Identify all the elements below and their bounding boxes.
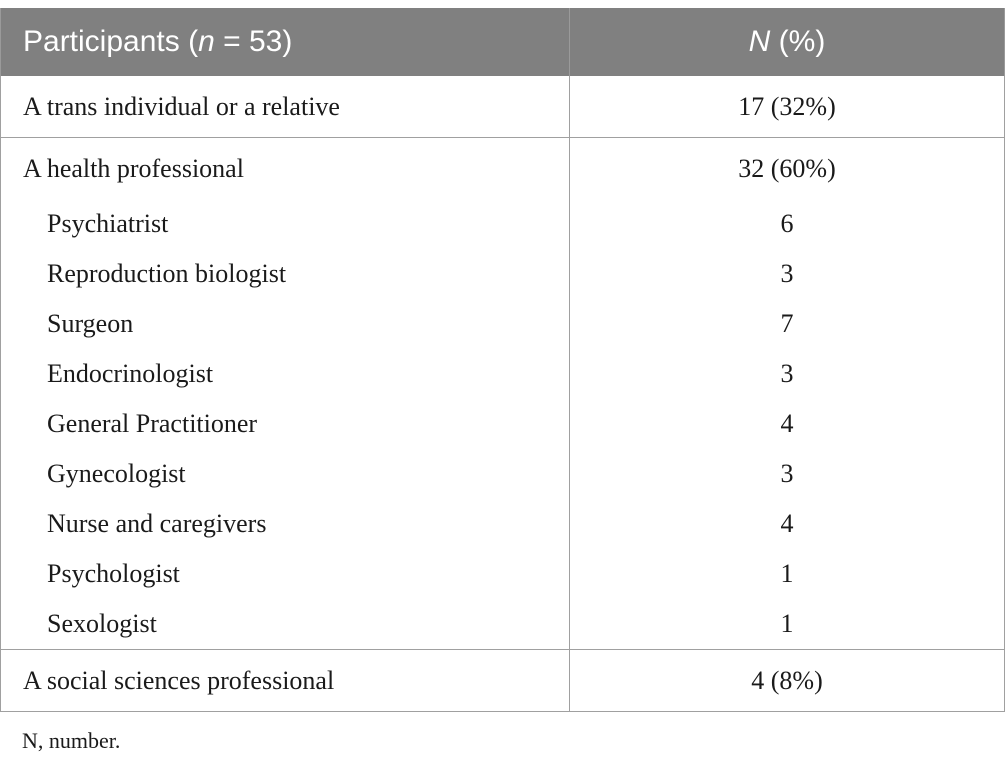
row-label: Surgeon bbox=[0, 299, 570, 349]
row-label: Psychiatrist bbox=[0, 199, 570, 249]
table-row: A social sciences professional 4 (8%) bbox=[0, 649, 1005, 712]
table-row: Endocrinologist 3 bbox=[0, 349, 1005, 399]
table-row: Reproduction biologist 3 bbox=[0, 249, 1005, 299]
row-value: 3 bbox=[569, 449, 1005, 499]
row-value: 1 bbox=[569, 549, 1005, 599]
row-label: Gynecologist bbox=[0, 449, 570, 499]
row-value: 4 bbox=[569, 399, 1005, 449]
header-participants: Participants (n = 53) bbox=[0, 8, 570, 76]
row-label: A social sciences professional bbox=[0, 649, 570, 712]
table-header-row: Participants (n = 53) N (%) bbox=[0, 8, 1005, 76]
table-row: Nurse and caregivers 4 bbox=[0, 499, 1005, 549]
table-row: Psychologist 1 bbox=[0, 549, 1005, 599]
table-row: Sexologist 1 bbox=[0, 599, 1005, 650]
table-row: A trans individual or a relative 17 (32%… bbox=[0, 76, 1005, 138]
table-row: Gynecologist 3 bbox=[0, 449, 1005, 499]
row-value: 6 bbox=[569, 199, 1005, 249]
row-label: General Practitioner bbox=[0, 399, 570, 449]
row-value: 32 (60%) bbox=[569, 137, 1005, 199]
row-value: 4 (8%) bbox=[569, 649, 1005, 712]
row-value: 17 (32%) bbox=[569, 76, 1005, 138]
row-value: 3 bbox=[569, 249, 1005, 299]
row-label: Reproduction biologist bbox=[0, 249, 570, 299]
table-row: A health professional 32 (60%) bbox=[0, 137, 1005, 199]
table-footnote: N, number. bbox=[22, 728, 121, 753]
table-row: Psychiatrist 6 bbox=[0, 199, 1005, 249]
row-label: Sexologist bbox=[0, 599, 570, 650]
row-value: 4 bbox=[569, 499, 1005, 549]
table-row: Surgeon 7 bbox=[0, 299, 1005, 349]
row-label: Psychologist bbox=[0, 549, 570, 599]
participants-table: Participants (n = 53) N (%) A trans indi… bbox=[0, 8, 1005, 712]
row-label: Nurse and caregivers bbox=[0, 499, 570, 549]
participants-table-container: Participants (n = 53) N (%) A trans indi… bbox=[0, 8, 1005, 712]
row-label: Endocrinologist bbox=[0, 349, 570, 399]
row-label: A health professional bbox=[0, 137, 570, 199]
row-value: 7 bbox=[569, 299, 1005, 349]
row-value: 1 bbox=[569, 599, 1005, 650]
row-value: 3 bbox=[569, 349, 1005, 399]
table-row: General Practitioner 4 bbox=[0, 399, 1005, 449]
header-n-percent: N (%) bbox=[569, 8, 1005, 76]
row-label: A trans individual or a relative bbox=[0, 76, 570, 138]
